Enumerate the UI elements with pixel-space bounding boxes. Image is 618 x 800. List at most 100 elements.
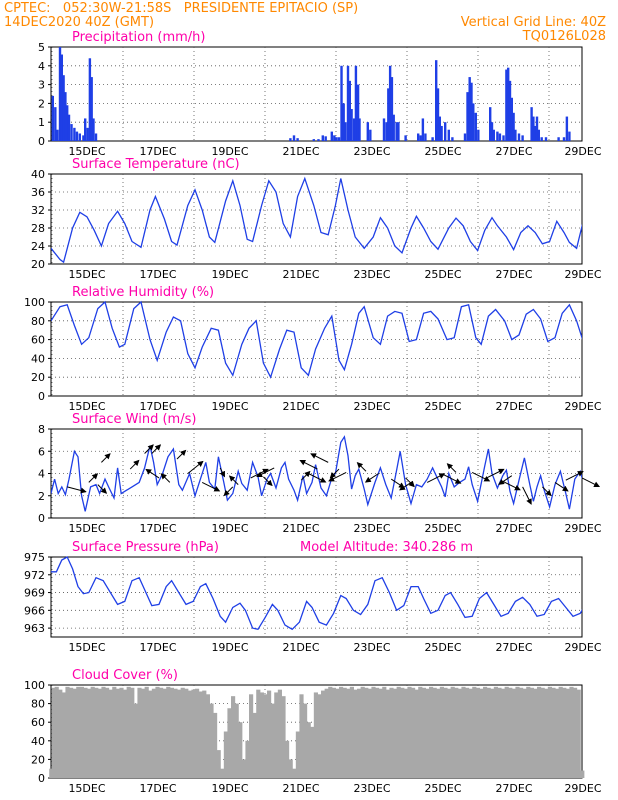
- cloud-bar: [220, 768, 225, 778]
- cloud-bar: [277, 689, 282, 778]
- cloud-bar: [123, 689, 128, 778]
- cloud-bar: [400, 687, 405, 778]
- cloud-bar: [249, 694, 254, 778]
- x-tick-label: 19DEC: [211, 145, 248, 158]
- y-tick-label: 8: [38, 423, 45, 436]
- cloud-bar: [357, 688, 362, 778]
- precip-bar: [474, 112, 477, 141]
- cloud-bar: [504, 686, 509, 778]
- x-tick-label: 27DEC: [495, 400, 532, 413]
- x-tick-label: 15DEC: [68, 400, 105, 413]
- cloud-bar: [342, 687, 347, 778]
- cloud-bar: [447, 688, 452, 778]
- cloud-bar: [87, 688, 92, 778]
- x-tick-label: 17DEC: [139, 145, 176, 158]
- wind-vector-arrow: [405, 477, 415, 488]
- x-tick-label: 23DEC: [353, 145, 390, 158]
- precip-bar: [521, 135, 524, 141]
- cloud-bar: [83, 687, 88, 778]
- cloud-bar: [180, 687, 185, 778]
- panel-title: Relative Humidity (%): [72, 285, 214, 300]
- y-tick-label: 5: [38, 41, 45, 54]
- x-tick-label: 19DEC: [211, 268, 248, 281]
- precip-bar: [489, 107, 492, 141]
- cloud-bar: [443, 687, 448, 778]
- precip-bar: [468, 77, 471, 141]
- cloud-bar: [238, 722, 243, 778]
- y-tick-label: 20: [31, 258, 45, 271]
- cloud-bar: [450, 686, 455, 778]
- precip-bar: [514, 129, 517, 141]
- cloud-bar: [267, 690, 272, 778]
- precip-bar: [340, 65, 343, 141]
- wind-vector-arrow: [308, 473, 327, 483]
- x-tick-label: 15DEC: [68, 268, 105, 281]
- wind-series-line: [51, 435, 582, 512]
- y-tick-label: 3: [38, 79, 45, 92]
- precip-bar: [366, 122, 369, 141]
- wind-vector-arrow: [364, 473, 379, 483]
- cloud-bar: [281, 696, 286, 778]
- precip-bar: [447, 129, 450, 141]
- precip-bar: [498, 133, 502, 141]
- cloud-bar: [493, 686, 498, 778]
- precip-bar: [296, 138, 299, 141]
- cloud-bar: [515, 686, 520, 778]
- precip-bar: [530, 107, 533, 141]
- precip-bar: [337, 137, 341, 141]
- precip-bar: [67, 114, 71, 141]
- wind-vector-arrow: [219, 467, 225, 478]
- cloud-bar: [429, 686, 434, 778]
- cloud-bar: [141, 688, 146, 778]
- precip-bar: [54, 107, 57, 141]
- cloud-bar: [105, 687, 110, 778]
- precip-bar: [438, 116, 441, 141]
- panel-cloud: 0 20 40 60 80 100 15DEC 17DEC 19DEC 21DEC 23DEC 25D…: [24, 668, 602, 795]
- precip-bar: [535, 116, 539, 141]
- x-tick-label: 15DEC: [68, 145, 105, 158]
- cloud-bar: [418, 686, 423, 778]
- cloud-bar: [331, 687, 336, 778]
- cloud-bar: [547, 686, 552, 778]
- wind-vector-arrow: [144, 444, 154, 454]
- precip-bar: [64, 92, 67, 141]
- cloud-bar: [321, 690, 326, 778]
- precip-bar: [344, 122, 347, 141]
- x-tick-label: 25DEC: [424, 641, 461, 654]
- precip-bar: [58, 47, 62, 141]
- wind-vector-arrow: [151, 444, 162, 454]
- wind-vector-arrow: [310, 453, 329, 463]
- wind-vector-arrow: [176, 449, 187, 460]
- panel-title: Surface Pressure (hPa): [72, 540, 219, 555]
- y-tick-label: 36: [31, 186, 45, 199]
- precip-bar: [451, 137, 454, 141]
- cloud-bar: [533, 688, 538, 778]
- precip-bar: [369, 129, 372, 141]
- precip-bar: [435, 60, 438, 141]
- cloud-bar: [263, 694, 268, 778]
- precip-bar: [352, 118, 356, 141]
- cloud-bar: [306, 722, 311, 778]
- precip-bar: [70, 124, 73, 141]
- x-tick-label: 29DEC: [564, 145, 601, 158]
- precip-bar: [312, 139, 315, 141]
- precip-bar: [421, 118, 425, 141]
- precip-bar: [431, 137, 434, 141]
- precip-bar: [562, 137, 566, 141]
- cloud-bar: [202, 690, 207, 778]
- y-tick-label: 60: [31, 334, 45, 347]
- cloud-bar: [205, 694, 210, 778]
- wind-vector-arrow: [581, 477, 601, 487]
- x-tick-label: 23DEC: [353, 641, 390, 654]
- wind-vector-arrow: [187, 460, 204, 474]
- y-tick-label: 24: [31, 240, 45, 253]
- panel-title: Surface Wind (m/s): [72, 412, 196, 427]
- precip-bar: [56, 129, 59, 141]
- precip-bar: [342, 103, 345, 141]
- x-tick-label: 21DEC: [282, 782, 319, 795]
- x-tick-label: 21DEC: [282, 641, 319, 654]
- cloud-bar: [479, 688, 484, 778]
- header-grid-line: Vertical Grid Line: 40Z: [460, 15, 606, 30]
- precip-bar: [88, 58, 92, 141]
- precip-bar: [490, 122, 494, 141]
